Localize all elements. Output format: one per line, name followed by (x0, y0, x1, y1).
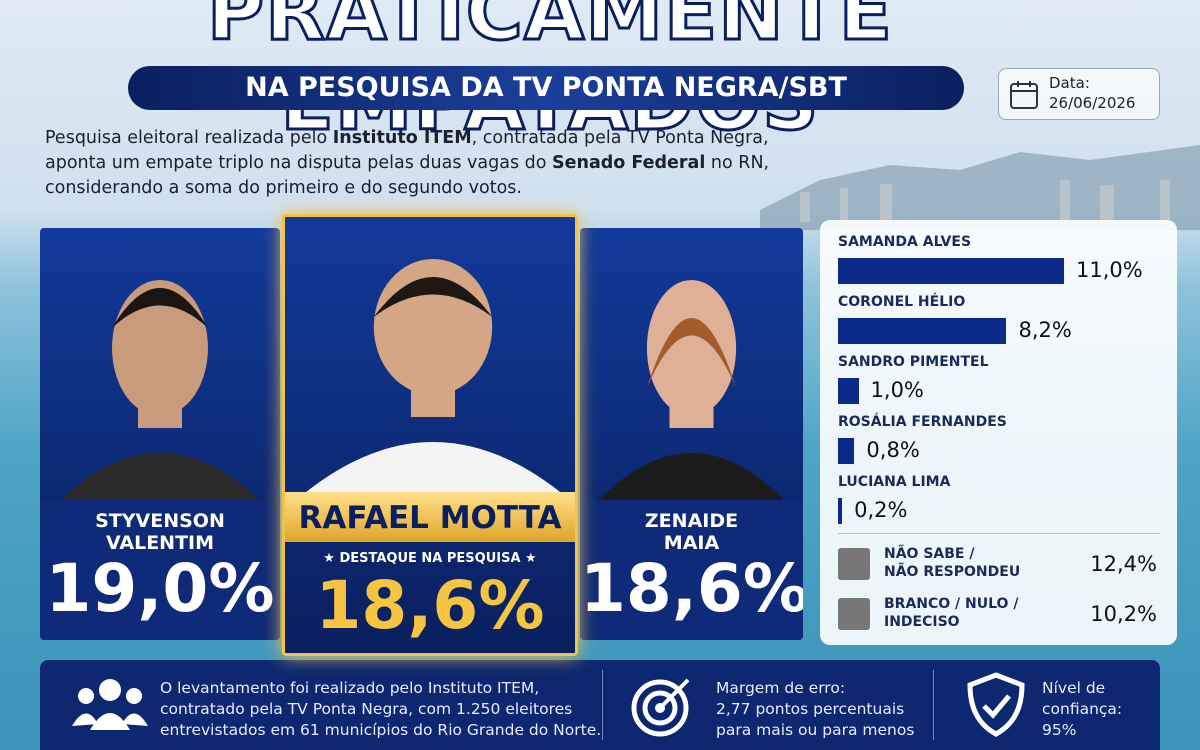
photo-frame (285, 217, 575, 501)
footer-line: contratado pela TV Ponta Negra, com 1.25… (160, 700, 573, 718)
subtitle: NA PESQUISA DA TV PONTA NEGRA/SBT (128, 66, 964, 110)
bar (838, 378, 859, 404)
bar-name: LUCIANA LIMA (838, 474, 951, 490)
candidate-card: RAFAEL MOTTA ★ DESTAQUE NA PESQUISA ★ 18,6… (282, 214, 578, 656)
candidate-name: STYVENSON (95, 510, 225, 532)
name-band (580, 500, 803, 640)
footer-line: para mais ou para menos (716, 721, 915, 739)
candidate-percent: 18,6% (315, 567, 545, 644)
bar (838, 258, 1064, 284)
shield-icon (967, 672, 1025, 737)
other-value: 12,4% (1090, 552, 1157, 576)
people-icon (72, 679, 148, 730)
bar-label: 0,8% (866, 438, 920, 462)
footer-line: confiança: (1042, 700, 1123, 718)
bar-label: 0,2% (854, 498, 908, 522)
intro-text: aponta um empate triplo na disputa pelas… (45, 153, 553, 173)
footer: O levantamento foi realizado pelo Instit… (40, 660, 1160, 750)
intro-text: Pesquisa eleitoral realizada pelo (45, 128, 333, 148)
photo-frame (40, 228, 280, 512)
footer-margin: Margem de erro: 2,77 pontos percentuais pa… (716, 678, 914, 741)
footer-line: Nível de (1042, 679, 1106, 697)
footer-method: O levantamento foi realizado pelo Instit… (160, 678, 601, 741)
date-value: 26/06/2026 (1049, 94, 1136, 112)
bar-label: 1,0% (870, 378, 924, 402)
photo-frame (580, 228, 803, 512)
intro: Pesquisa eleitoral realizada pelo Instit… (45, 126, 769, 201)
bar-panel: SAMANDA ALVES 11,0% CORONEL HÉLIO 8,2% SANDR… (820, 220, 1177, 645)
candidate-name: VALENTIM (105, 532, 215, 554)
target-icon (631, 678, 690, 737)
footer-line: entrevistados em 61 municípios do Rio Gr… (160, 721, 602, 739)
city-skyline (760, 145, 1200, 230)
candidate-name: ZENAIDE (644, 510, 739, 532)
footer-line: O levantamento foi realizado pelo Instit… (160, 679, 540, 697)
gray-marker (838, 598, 870, 630)
bar-name: CORONEL HÉLIO (838, 294, 966, 310)
candidate-photo (52, 280, 268, 508)
bar (838, 498, 843, 524)
bar-name: SAMANDA ALVES (838, 234, 972, 250)
candidate-card: STYVENSON VALENTIM 19,0% (40, 228, 280, 640)
name-banner (285, 492, 575, 542)
candidate-name: MAIA (663, 532, 720, 554)
candidate-percent: 19,0% (45, 550, 275, 627)
bar-name: SANDRO PIMENTEL (838, 354, 989, 370)
other-name: NÃO RESPONDEU (884, 564, 1021, 580)
bar-name: ROSÁLIA FERNANDES (838, 414, 1007, 430)
candidate-photo (299, 259, 567, 497)
gray-marker (838, 548, 870, 580)
divider (838, 533, 1160, 534)
intro-text: no RN, (705, 153, 770, 173)
footer-confidence: Nível de confiança: 95% (1042, 678, 1122, 741)
bar-label: 11,0% (1076, 258, 1143, 282)
candidate-name: RAFAEL MOTTA (298, 500, 562, 536)
candidate-photo (591, 280, 792, 508)
badge: ★ DESTAQUE NA PESQUISA ★ (323, 551, 537, 566)
intro-text: , contratada pela TV Ponta Negra, (471, 128, 769, 148)
other-name: NÃO SABE / (884, 546, 975, 562)
bar-label: 8,2% (1018, 318, 1072, 342)
bar (838, 318, 1007, 344)
footer-line: 2,77 pontos percentuais (716, 700, 905, 718)
other-name: BRANCO / NULO / (884, 596, 1019, 612)
intro-text: considerando a soma do primeiro e do seg… (45, 178, 522, 198)
date-label: Data: (1049, 74, 1090, 92)
footer-line: Margem de erro: (716, 679, 846, 697)
other-name: INDECISO (884, 614, 960, 630)
other-value: 10,2% (1090, 602, 1157, 626)
name-band (40, 500, 280, 640)
date-box: Data: 26/06/2026 (998, 68, 1160, 120)
candidate-percent: 18,6% (580, 550, 803, 627)
calendar-icon (1010, 81, 1038, 109)
footer-line: 95% (1042, 721, 1077, 739)
intro-bold: Senado Federal (552, 153, 706, 173)
candidate-card: ZENAIDE MAIA 18,6% (580, 228, 803, 640)
bar (838, 438, 855, 464)
intro-bold: Instituto ITEM (332, 128, 472, 148)
